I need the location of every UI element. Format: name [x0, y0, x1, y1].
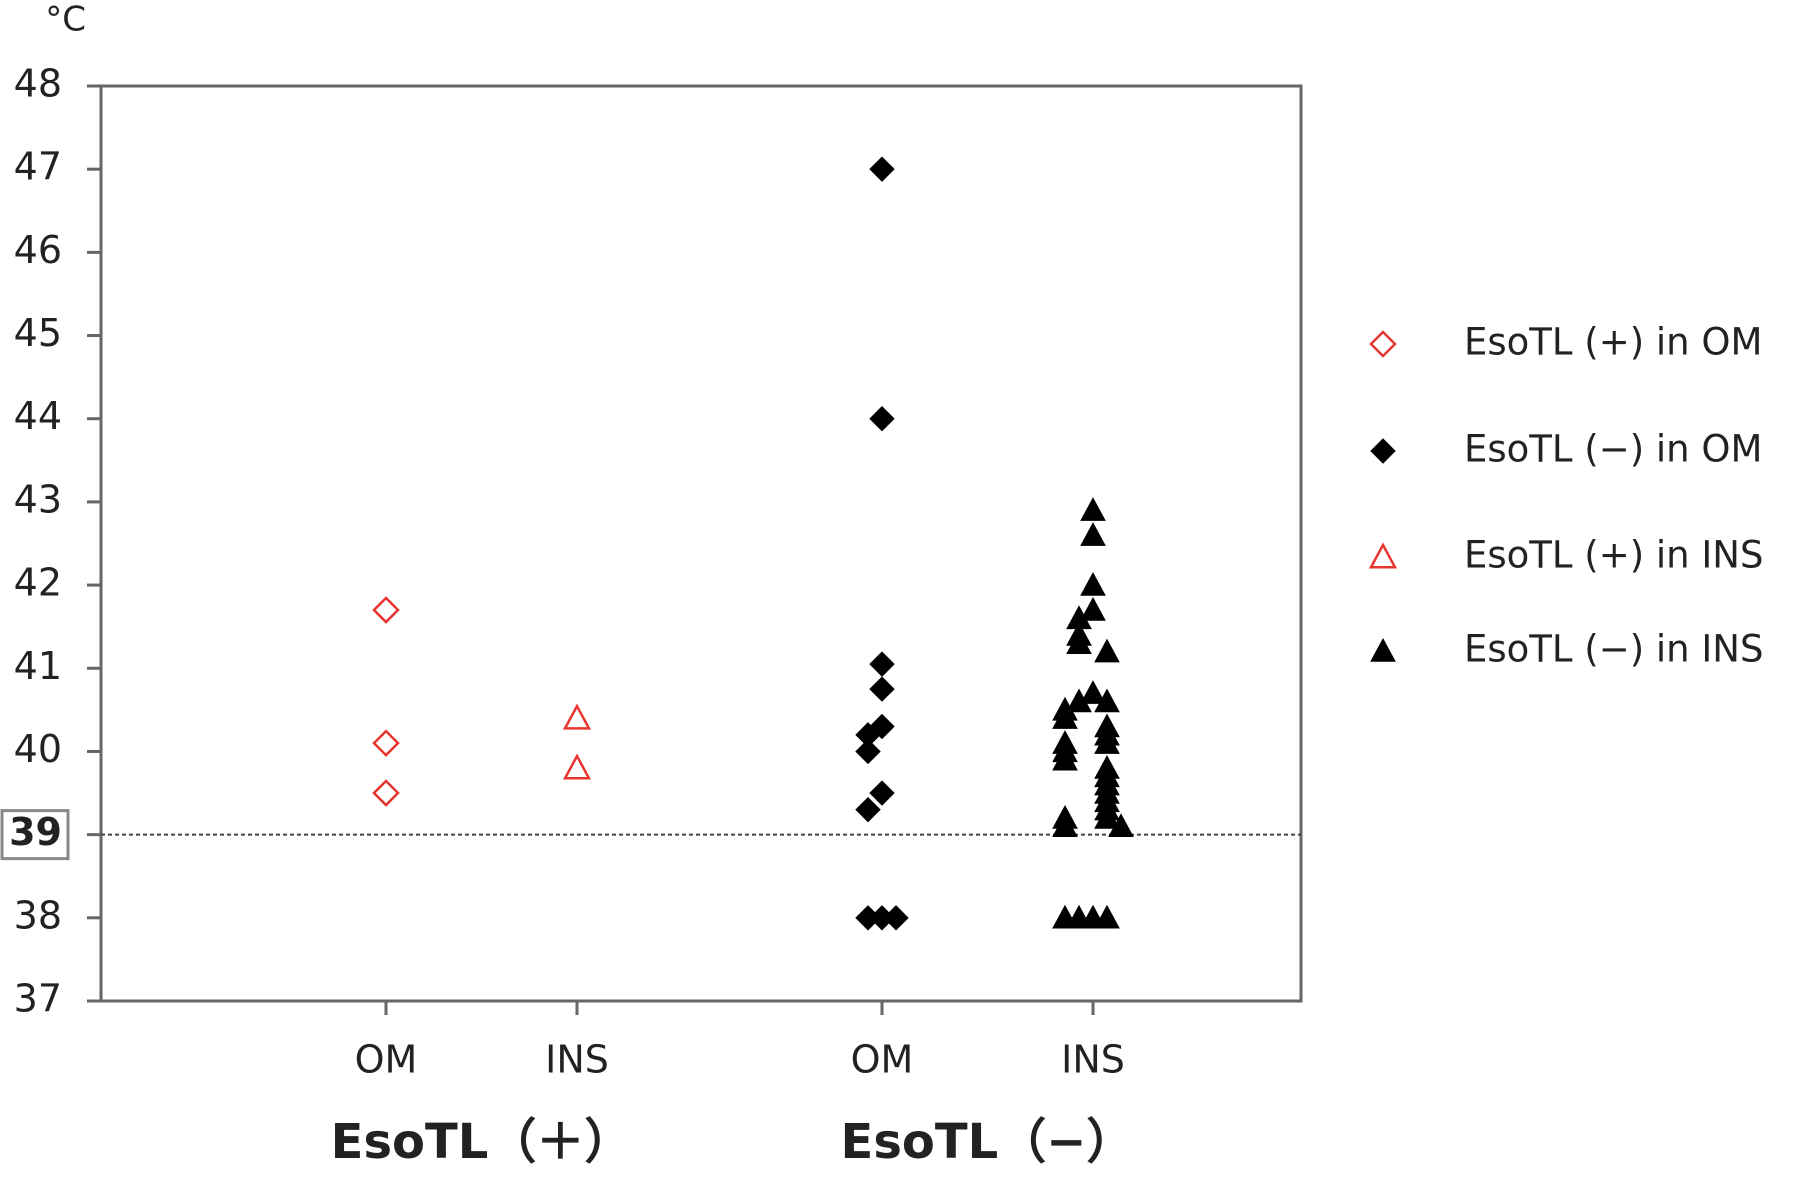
legend-marker: [1369, 330, 1397, 358]
group-label: EsoTL（−）: [841, 1114, 1135, 1170]
data-point: [869, 780, 895, 806]
data-point: [1080, 497, 1106, 521]
data-point: [1080, 572, 1106, 596]
data-point: [869, 651, 895, 677]
x-tick-label: INS: [1061, 1038, 1125, 1082]
legend-marker: [1370, 438, 1396, 464]
tick-highlight-box: [0, 809, 70, 861]
data-point: [1080, 680, 1106, 704]
y-tick-label: 41: [14, 644, 62, 688]
data-point: [562, 703, 592, 730]
data-point: [1094, 904, 1120, 929]
data-point: [1094, 730, 1120, 754]
plot-frame: [99, 84, 1303, 1003]
data-point: [1052, 705, 1078, 729]
data-point: [562, 753, 592, 780]
legend-marker: [1370, 637, 1396, 662]
y-tick-label: 37: [14, 977, 62, 1021]
data-point: [1094, 688, 1120, 713]
x-tick-label: OM: [355, 1038, 418, 1082]
y-tick-label: 40: [14, 727, 62, 771]
legend-marker: [1368, 542, 1398, 569]
data-point: [1080, 596, 1106, 621]
x-tick-label: INS: [545, 1038, 609, 1082]
y-tick-label: 38: [14, 893, 62, 937]
legend-label: EsoTL (−) in OM: [1464, 428, 1762, 471]
group-label: EsoTL（＋）: [331, 1114, 633, 1170]
data-point: [855, 796, 881, 823]
data-point: [1052, 904, 1078, 929]
data-point: [1080, 522, 1106, 546]
data-point: [869, 406, 895, 432]
x-tick-label: OM: [851, 1038, 914, 1082]
y-tick-label: 46: [14, 228, 62, 272]
data-point: [1094, 804, 1120, 829]
data-point: [1052, 746, 1078, 771]
data-point: [855, 905, 881, 931]
y-tick-label: 39: [9, 810, 62, 854]
legend-label: EsoTL (+) in INS: [1464, 534, 1763, 577]
data-point: [1094, 638, 1120, 663]
data-point: [1066, 630, 1092, 655]
y-unit: °C: [45, 0, 86, 40]
y-tick-label: 48: [14, 62, 62, 106]
data-point: [372, 596, 400, 624]
y-tick-label: 45: [14, 311, 62, 355]
data-point: [372, 779, 400, 807]
data-point: [855, 738, 881, 765]
y-tick-label: 42: [14, 561, 62, 605]
data-point: [869, 156, 895, 182]
legend-label: EsoTL (+) in OM: [1464, 321, 1762, 364]
data-point: [1052, 813, 1078, 838]
y-tick-label: 44: [14, 394, 62, 438]
legend-label: EsoTL (−) in INS: [1464, 628, 1763, 671]
data-point: [372, 729, 400, 757]
data-point: [869, 676, 895, 702]
y-tick-label: 47: [14, 145, 62, 189]
data-point: [1108, 813, 1134, 838]
y-tick-label: 43: [14, 477, 62, 521]
data-point: [1066, 688, 1092, 713]
data-point: [883, 905, 909, 931]
